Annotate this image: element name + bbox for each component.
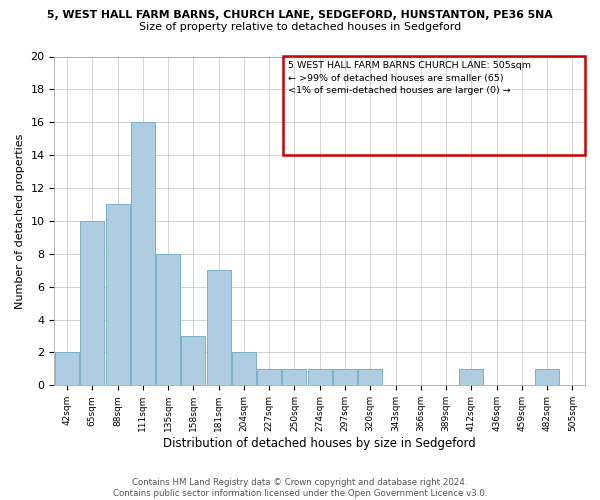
Bar <box>131 122 155 386</box>
Bar <box>459 369 484 386</box>
Text: 5, WEST HALL FARM BARNS, CHURCH LANE, SEDGEFORD, HUNSTANTON, PE36 5NA: 5, WEST HALL FARM BARNS, CHURCH LANE, SE… <box>47 10 553 20</box>
Bar <box>333 369 357 386</box>
Bar <box>80 221 104 386</box>
Bar <box>358 369 382 386</box>
Text: Contains HM Land Registry data © Crown copyright and database right 2024.
Contai: Contains HM Land Registry data © Crown c… <box>113 478 487 498</box>
Bar <box>535 369 559 386</box>
Text: Size of property relative to detached houses in Sedgeford: Size of property relative to detached ho… <box>139 22 461 32</box>
Bar <box>257 369 281 386</box>
Bar <box>106 204 130 386</box>
Bar <box>206 270 230 386</box>
Bar <box>308 369 332 386</box>
Y-axis label: Number of detached properties: Number of detached properties <box>15 133 25 308</box>
Bar <box>283 369 307 386</box>
X-axis label: Distribution of detached houses by size in Sedgeford: Distribution of detached houses by size … <box>163 437 476 450</box>
Bar <box>156 254 180 386</box>
Text: 5 WEST HALL FARM BARNS CHURCH LANE: 505sqm
← >99% of detached houses are smaller: 5 WEST HALL FARM BARNS CHURCH LANE: 505s… <box>288 62 531 96</box>
Bar <box>181 336 205 386</box>
Bar <box>232 352 256 386</box>
Bar <box>55 352 79 386</box>
